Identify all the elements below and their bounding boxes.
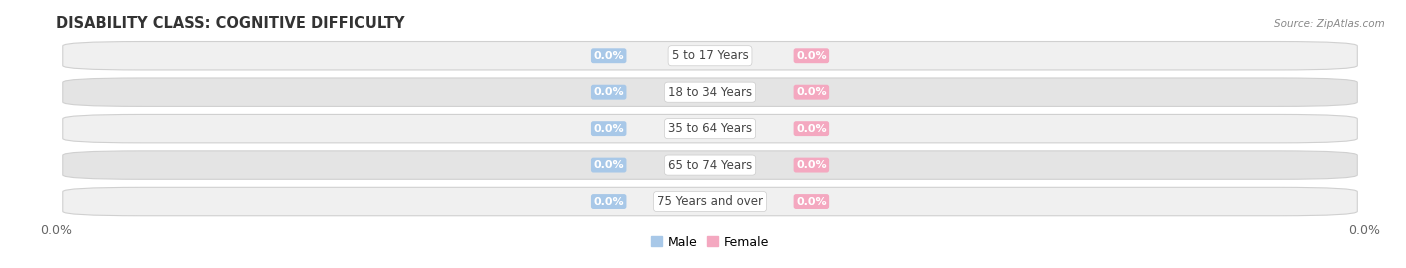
Text: 0.0%: 0.0% xyxy=(796,196,827,207)
Text: Source: ZipAtlas.com: Source: ZipAtlas.com xyxy=(1274,19,1385,29)
Text: 0.0%: 0.0% xyxy=(593,160,624,170)
Legend: Male, Female: Male, Female xyxy=(647,230,773,254)
FancyBboxPatch shape xyxy=(63,42,1357,70)
Text: 0.0%: 0.0% xyxy=(796,87,827,97)
Text: 0.0%: 0.0% xyxy=(593,51,624,61)
Text: 0.0%: 0.0% xyxy=(593,87,624,97)
FancyBboxPatch shape xyxy=(63,187,1357,216)
Text: 75 Years and over: 75 Years and over xyxy=(657,195,763,208)
Text: 0.0%: 0.0% xyxy=(593,196,624,207)
Text: 0.0%: 0.0% xyxy=(796,160,827,170)
Text: 5 to 17 Years: 5 to 17 Years xyxy=(672,49,748,62)
FancyBboxPatch shape xyxy=(63,78,1357,106)
Text: 35 to 64 Years: 35 to 64 Years xyxy=(668,122,752,135)
Text: 65 to 74 Years: 65 to 74 Years xyxy=(668,159,752,172)
Text: 0.0%: 0.0% xyxy=(796,124,827,134)
Text: 0.0%: 0.0% xyxy=(593,124,624,134)
Text: 18 to 34 Years: 18 to 34 Years xyxy=(668,86,752,99)
Text: 0.0%: 0.0% xyxy=(796,51,827,61)
FancyBboxPatch shape xyxy=(63,114,1357,143)
Text: DISABILITY CLASS: COGNITIVE DIFFICULTY: DISABILITY CLASS: COGNITIVE DIFFICULTY xyxy=(56,16,405,31)
FancyBboxPatch shape xyxy=(63,151,1357,179)
